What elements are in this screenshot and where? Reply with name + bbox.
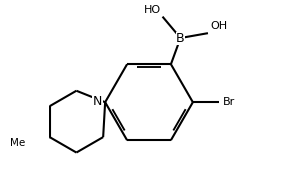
Text: N: N: [93, 95, 102, 108]
Text: B: B: [176, 31, 185, 44]
Text: OH: OH: [210, 21, 227, 31]
Text: Br: Br: [223, 97, 235, 107]
Text: Me: Me: [10, 138, 26, 148]
Text: HO: HO: [143, 5, 161, 15]
